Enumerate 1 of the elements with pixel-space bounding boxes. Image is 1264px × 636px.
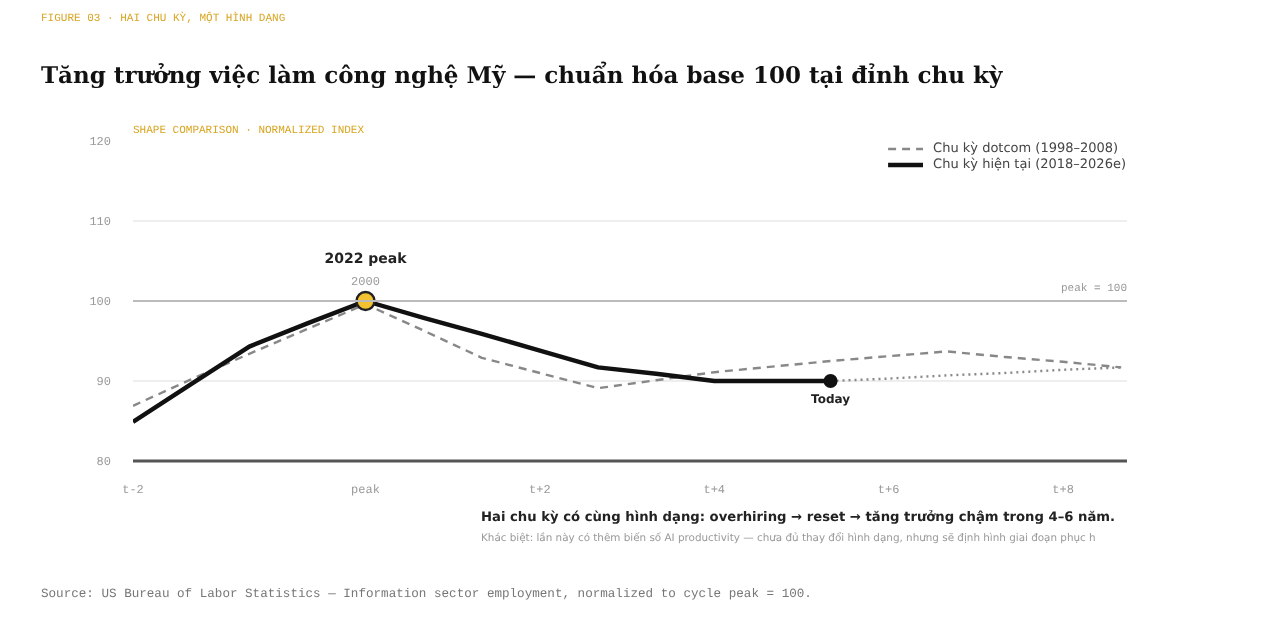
chart-title: Tăng trưởng việc làm công nghệ Mỹ — chuẩn hóa base 100 tại đỉnh chu kỳ (41, 61, 1003, 89)
